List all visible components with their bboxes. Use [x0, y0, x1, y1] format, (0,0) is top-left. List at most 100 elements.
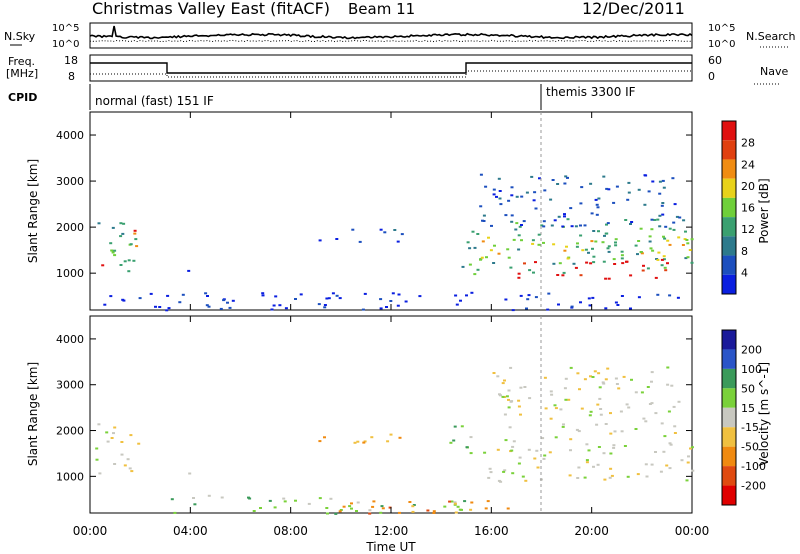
data-cell — [325, 507, 329, 509]
data-cell — [252, 510, 256, 512]
data-cell — [570, 225, 574, 228]
data-cell — [173, 511, 177, 514]
data-cell — [129, 243, 133, 246]
data-cell — [661, 179, 665, 182]
data-cell — [479, 258, 482, 261]
data-cell — [278, 304, 282, 307]
data-cell — [113, 254, 117, 257]
power-colorbar: 4 8 12 16 20 24 28 — [721, 120, 755, 295]
cpid-right: themis 3300 IF — [546, 85, 636, 99]
data-cell — [283, 500, 287, 503]
data-cell — [325, 297, 329, 300]
data-cell — [597, 372, 601, 375]
x-axis-label: Time UT — [365, 540, 416, 554]
colorbar-segment — [722, 236, 736, 256]
data-cell — [509, 366, 513, 369]
data-cell — [661, 213, 665, 216]
data-cell — [455, 303, 459, 306]
data-cell — [620, 257, 624, 260]
data-cell — [629, 307, 632, 310]
data-cell — [576, 372, 580, 375]
data-cell — [596, 403, 600, 406]
data-cell — [662, 450, 666, 453]
data-cell — [579, 301, 582, 304]
data-cell — [622, 375, 626, 378]
data-cell — [606, 247, 610, 250]
colorbar-tick-label: 100 — [741, 363, 762, 376]
data-cell — [510, 186, 514, 189]
data-cell — [363, 440, 367, 443]
data-cell — [673, 425, 677, 428]
data-cell — [393, 229, 397, 231]
data-cell — [517, 248, 521, 251]
data-cell — [528, 397, 532, 400]
data-cell — [614, 301, 618, 304]
data-cell — [597, 230, 600, 233]
data-cell — [531, 239, 535, 242]
data-cell — [132, 259, 136, 262]
data-cell — [432, 512, 436, 514]
data-cell — [629, 274, 633, 277]
data-cell — [461, 265, 465, 268]
data-cell — [630, 378, 633, 381]
data-cell — [606, 222, 610, 225]
data-cell — [517, 462, 521, 465]
data-cell — [517, 272, 521, 275]
data-cell — [397, 293, 401, 296]
colorbar-segment — [722, 330, 736, 350]
data-cell — [98, 472, 102, 475]
data-cell — [533, 457, 537, 460]
data-cell — [563, 215, 566, 218]
data-cell — [449, 441, 453, 444]
data-cell — [504, 298, 508, 301]
data-cell — [502, 470, 506, 473]
data-cell — [585, 443, 589, 446]
data-cell — [634, 428, 638, 430]
nsky-tick-top-right: 10^5 — [708, 23, 735, 34]
colorbar-segment — [722, 274, 736, 294]
nave-tick-top: 60 — [708, 54, 722, 67]
data-cell — [317, 303, 321, 306]
data-cell — [511, 472, 515, 475]
colorbar-tick-label: 12 — [741, 223, 755, 236]
data-cell — [650, 228, 654, 231]
data-cell — [508, 426, 512, 429]
data-cell — [668, 294, 672, 297]
data-cell — [609, 412, 612, 415]
data-cell — [335, 238, 339, 240]
data-cell — [595, 423, 599, 426]
data-cell — [525, 191, 529, 194]
data-cell — [517, 276, 521, 279]
data-cell — [668, 243, 672, 246]
data-cell — [294, 499, 297, 502]
data-cell — [110, 437, 114, 439]
data-cell — [640, 252, 644, 255]
colorbar-tick-label: 15 — [741, 402, 755, 415]
data-cell — [612, 446, 616, 449]
data-cell — [570, 305, 574, 308]
data-cell — [222, 299, 226, 302]
data-cell — [588, 304, 592, 307]
data-cell — [585, 461, 589, 464]
data-cell — [127, 259, 131, 262]
data-cell — [612, 444, 616, 447]
data-cell — [589, 182, 593, 185]
y-tick-label: 1000 — [56, 470, 84, 483]
data-cell — [495, 195, 498, 198]
data-cell — [119, 264, 123, 266]
data-cell — [95, 458, 99, 461]
nsky-tick-bottom: 10^0 — [52, 39, 79, 50]
data-cell — [626, 198, 630, 201]
data-cell — [676, 296, 680, 299]
data-cell — [274, 295, 278, 298]
data-cell — [134, 238, 138, 241]
data-cell — [532, 271, 535, 274]
data-cell — [546, 308, 550, 311]
data-cell — [660, 264, 664, 267]
data-cell — [207, 494, 211, 497]
data-cell — [268, 499, 272, 502]
data-cell — [543, 454, 547, 457]
data-cell — [569, 438, 573, 441]
data-cell — [133, 229, 137, 232]
data-cell — [318, 440, 322, 443]
